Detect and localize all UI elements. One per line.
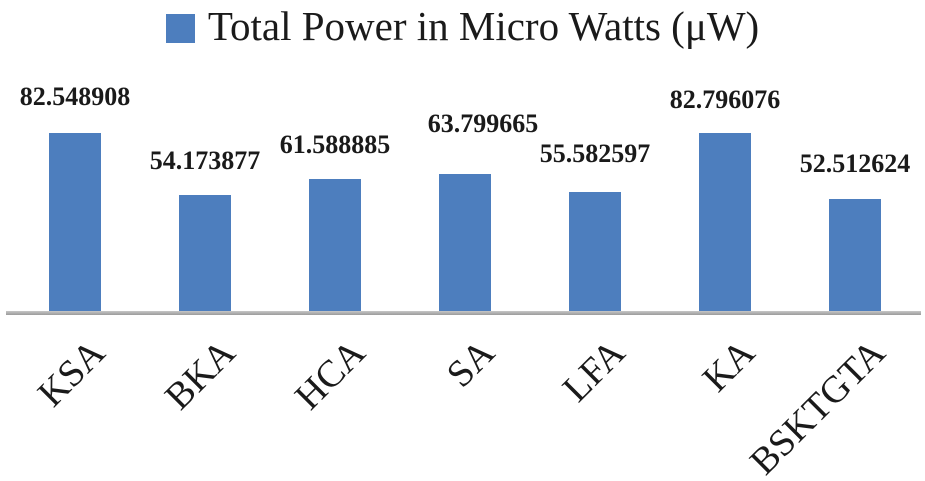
- legend: Total Power in Micro Watts (μW): [0, 3, 925, 49]
- category-label: KSA: [29, 331, 114, 416]
- data-label: 82.796076: [669, 85, 781, 114]
- category-label: LFA: [554, 331, 634, 411]
- category-label: SA: [439, 331, 504, 396]
- bar: [569, 192, 621, 313]
- data-label: 82.548908: [19, 82, 131, 111]
- legend-series-label: Total Power in Micro Watts (μW): [207, 3, 760, 49]
- x-axis-line: [6, 311, 921, 315]
- legend-marker-square-icon: [165, 14, 195, 44]
- data-label: 61.588885: [279, 130, 391, 159]
- category-label: BSKTGTA: [741, 331, 894, 481]
- plot-area: 82.548908 54.173877 61.588885 63.799665 55.5…: [19, 82, 911, 313]
- data-label: 54.173877: [149, 146, 261, 175]
- bar: [829, 199, 881, 313]
- category-label: KA: [694, 331, 764, 401]
- bar: [699, 133, 751, 313]
- bar: [439, 174, 491, 313]
- data-label: 52.512624: [799, 149, 911, 178]
- bar: [309, 179, 361, 313]
- data-label: 55.582597: [539, 139, 651, 168]
- bar: [49, 133, 101, 313]
- x-axis-labels: KSA BKA HCA SA LFA KA BSKTGTA: [0, 313, 925, 481]
- data-label: 63.799665: [427, 109, 539, 138]
- category-label: HCA: [286, 331, 374, 419]
- category-label: BKA: [156, 331, 244, 419]
- bar: [179, 195, 231, 313]
